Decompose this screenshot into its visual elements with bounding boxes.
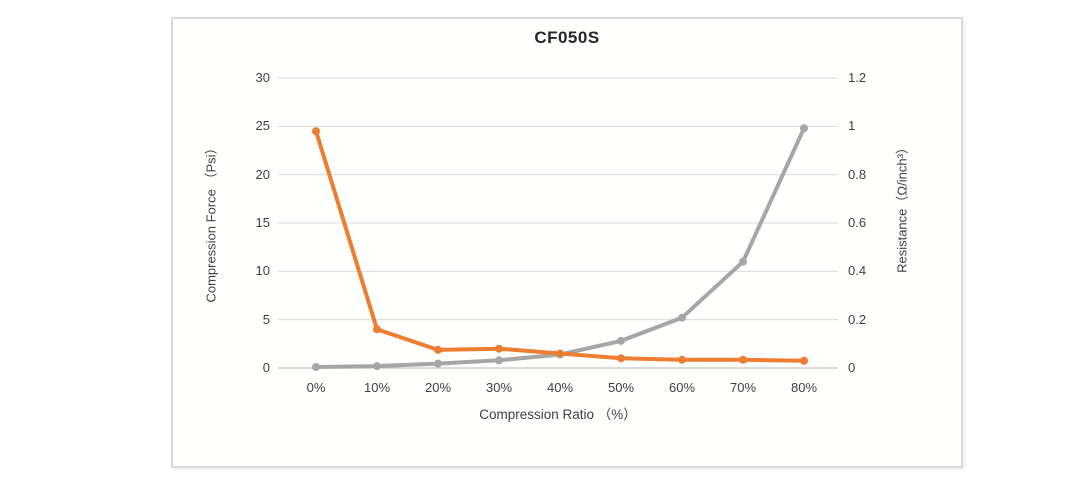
data-point-marker — [617, 336, 625, 345]
x-axis-title: Compression Ratio （%） — [479, 407, 637, 422]
data-point-marker — [678, 355, 686, 364]
data-point-marker — [556, 349, 564, 358]
data-point-marker — [617, 354, 625, 363]
data-point-marker — [373, 362, 381, 371]
data-point-marker — [800, 124, 808, 133]
data-point-marker — [495, 344, 503, 353]
chart-panel: CF050S Compression Force （Psi） Resistanc… — [171, 17, 963, 468]
data-point-marker — [678, 313, 686, 322]
data-point-marker — [373, 325, 381, 334]
data-point-marker — [312, 363, 320, 371]
data-point-marker — [739, 355, 747, 364]
data-point-marker — [800, 356, 808, 365]
data-point-marker — [434, 359, 442, 368]
series-line — [314, 129, 806, 363]
chart-plot — [278, 77, 838, 371]
chart-title: CF050S — [534, 28, 600, 47]
data-point-marker — [434, 345, 442, 354]
series-line — [314, 126, 806, 369]
data-point-marker — [739, 257, 747, 266]
data-point-marker — [312, 127, 320, 136]
data-point-marker — [495, 356, 503, 365]
